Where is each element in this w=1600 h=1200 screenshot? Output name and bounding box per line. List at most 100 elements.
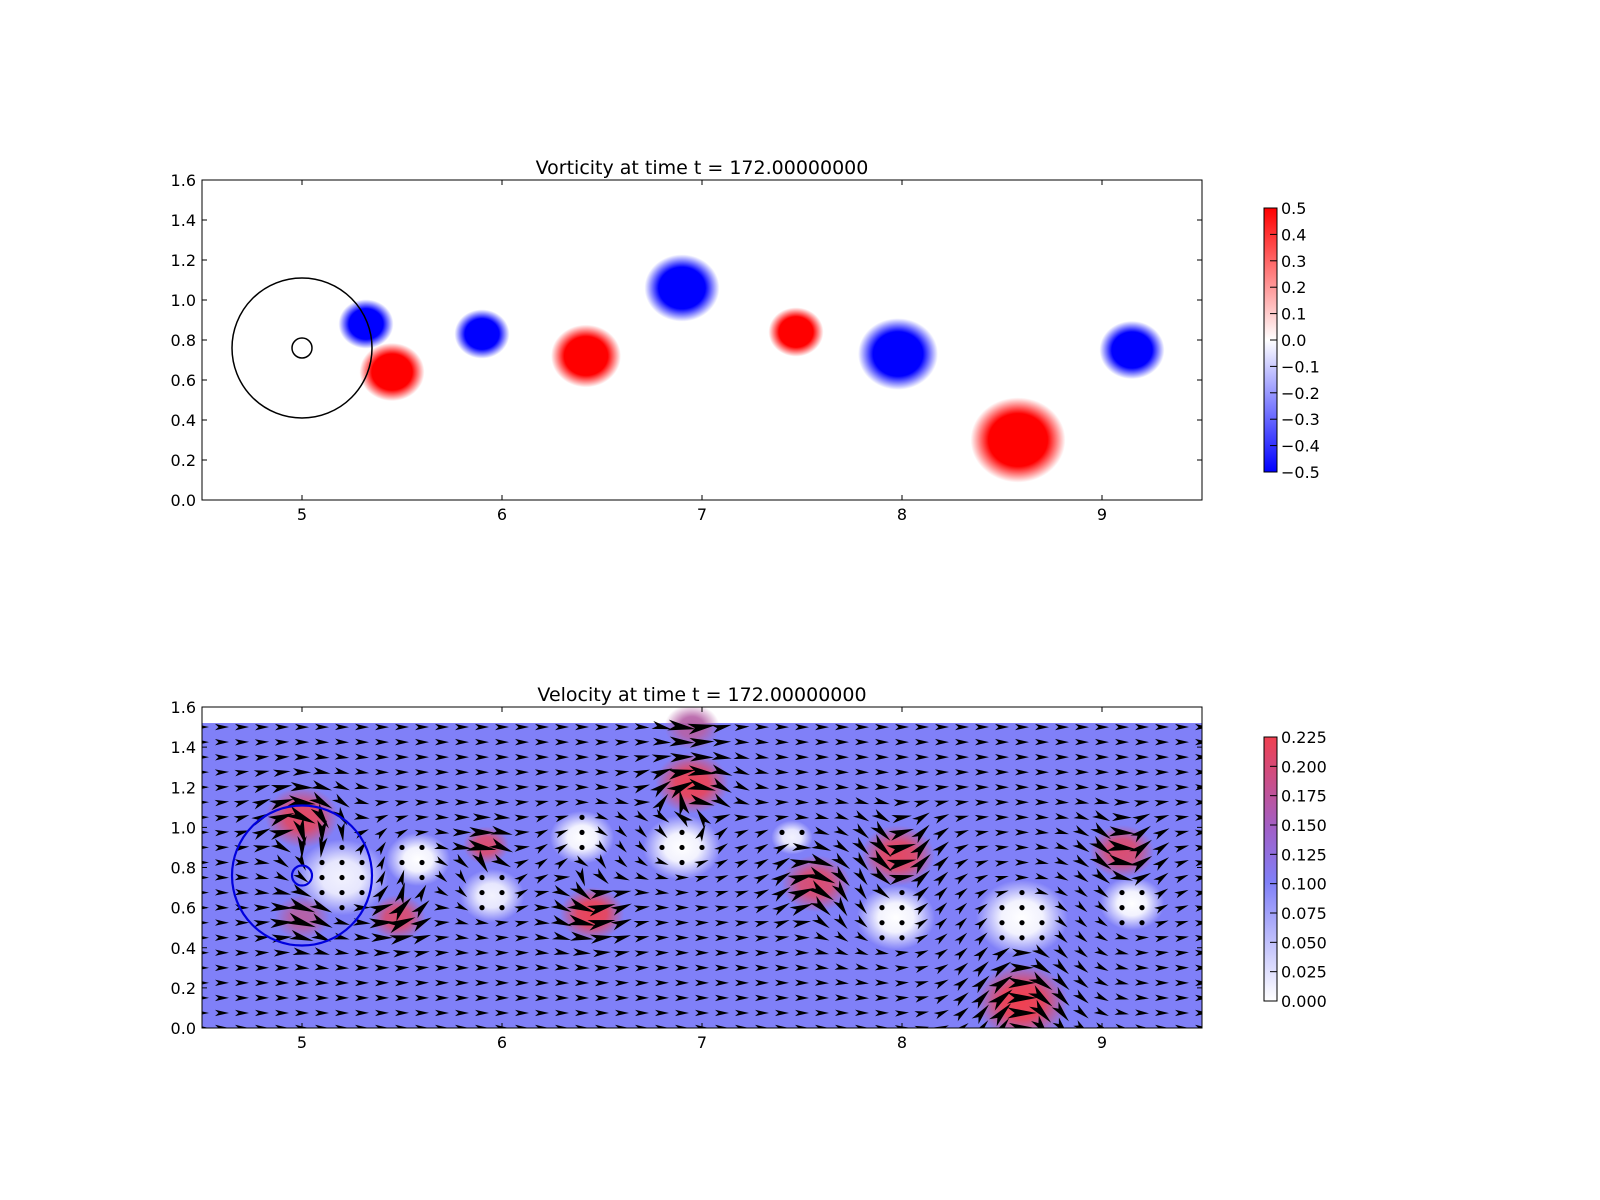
quiver-arrow: [954, 947, 968, 961]
quiver-arrow: [375, 841, 386, 856]
quiver-arrow: [270, 785, 293, 794]
quiver-arrow: [488, 838, 514, 853]
quiver-arrow: [317, 819, 328, 845]
quiver-arrow: [806, 880, 834, 901]
quiver-arrow: [687, 723, 716, 735]
quiver-arrow: [434, 828, 450, 835]
quiver-arrow: [1072, 825, 1090, 837]
quiver-arrow: [534, 994, 550, 1002]
quiver-arrow: [714, 964, 729, 972]
quiver-dot: [339, 844, 345, 851]
quiver-arrow: [1054, 871, 1069, 881]
velocity-colorbar-label: 0.075: [1281, 904, 1327, 923]
vorticity-colorbar-label: 0.1: [1281, 305, 1306, 324]
quiver-arrow: [932, 856, 949, 872]
quiver-arrow: [994, 723, 1009, 731]
quiver-arrow: [1073, 869, 1089, 883]
quiver-arrow: [354, 768, 370, 775]
quiver-arrow: [1134, 934, 1150, 942]
quiver-arrow: [835, 1024, 849, 1028]
quiver-arrow: [886, 859, 917, 871]
quiver-arrow: [314, 994, 330, 1002]
quiver-arrow: [610, 918, 632, 931]
velocity-colorbar-label: 0.200: [1281, 757, 1327, 776]
quiver-arrow: [1132, 813, 1151, 825]
quiver-arrow: [290, 782, 314, 792]
quiver-arrow: [934, 769, 950, 776]
quiver-arrow: [974, 830, 989, 837]
quiver-arrow: [354, 949, 370, 956]
quiver-arrow: [774, 783, 790, 791]
quiver-arrow: [294, 994, 310, 1002]
quiver-arrow: [834, 963, 849, 970]
quiver-arrow: [652, 793, 669, 814]
quiver-arrow: [734, 905, 749, 913]
quiver-arrow: [293, 817, 306, 846]
velocity-colorbar-label: 0.225: [1281, 728, 1327, 747]
0-xtick-label: 5: [297, 505, 307, 524]
quiver-arrow: [214, 1009, 229, 1017]
quiver-arrow: [555, 1024, 569, 1028]
quiver-arrow: [732, 780, 750, 791]
quiver-arrow: [1053, 929, 1068, 943]
1-ytick-label: 0.8: [171, 859, 196, 878]
quiver-arrow: [753, 858, 769, 870]
quiver-arrow: [514, 829, 530, 837]
quiver-arrow: [394, 994, 410, 1002]
quiver-arrow: [634, 1009, 650, 1017]
quiver-arrow: [1154, 920, 1169, 928]
quiver-arrow: [914, 996, 929, 1003]
quiver-arrow: [994, 784, 1010, 791]
quiver-arrow: [575, 1024, 589, 1028]
quiver-arrow: [433, 886, 449, 897]
quiver-dot: [359, 889, 365, 896]
quiver-arrow: [234, 888, 250, 896]
quiver-arrow: [272, 854, 289, 868]
quiver-arrow: [414, 994, 430, 1002]
quiver-arrow: [554, 754, 569, 761]
quiver-arrow: [375, 870, 386, 887]
quiver-arrow: [1015, 738, 1029, 746]
quiver-arrow: [202, 981, 209, 985]
quiver-arrow: [554, 963, 570, 971]
quiver-arrow: [552, 931, 571, 941]
quiver-arrow: [1194, 860, 1202, 867]
vorticity-circle: [231, 277, 373, 419]
quiver-arrow: [214, 889, 229, 896]
quiver-arrow: [734, 1009, 749, 1017]
quiver-arrow: [954, 738, 970, 746]
quiver-arrow: [711, 724, 732, 734]
quiver-arrow: [1073, 945, 1088, 958]
quiver-dot: [579, 829, 585, 835]
quiver-arrow: [754, 767, 770, 775]
quiver-arrow: [674, 874, 690, 881]
quiver-dot: [339, 859, 345, 866]
quiver-arrow: [1115, 1023, 1127, 1028]
velocity-circle: [290, 864, 314, 887]
quiver-arrow: [1194, 769, 1202, 776]
quiver-arrow: [811, 913, 830, 929]
quiver-arrow: [374, 1024, 389, 1028]
quiver-arrow: [534, 800, 549, 807]
quiver-arrow: [235, 1024, 249, 1028]
quiver-arrow: [654, 949, 670, 957]
quiver-arrow: [753, 905, 770, 914]
quiver-arrow: [374, 827, 388, 840]
quiver-arrow: [834, 723, 849, 731]
quiver-arrow: [914, 1025, 930, 1028]
quiver-arrow: [994, 814, 1009, 821]
quiver-arrow: [269, 918, 294, 929]
quiver-arrow: [535, 1024, 549, 1028]
quiver-arrow: [534, 754, 549, 761]
quiver-arrow: [454, 994, 470, 1002]
0-ytick-label: 0.4: [171, 411, 196, 430]
0-ytick-label: 0.2: [171, 451, 196, 470]
quiver-arrow: [954, 902, 968, 915]
quiver-arrow: [533, 874, 549, 884]
quiver-arrow: [354, 782, 370, 790]
quiver-arrow: [614, 739, 630, 746]
0-xtick-label: 9: [1097, 505, 1107, 524]
quiver-arrow: [853, 797, 870, 805]
quiver-arrow: [534, 964, 550, 971]
